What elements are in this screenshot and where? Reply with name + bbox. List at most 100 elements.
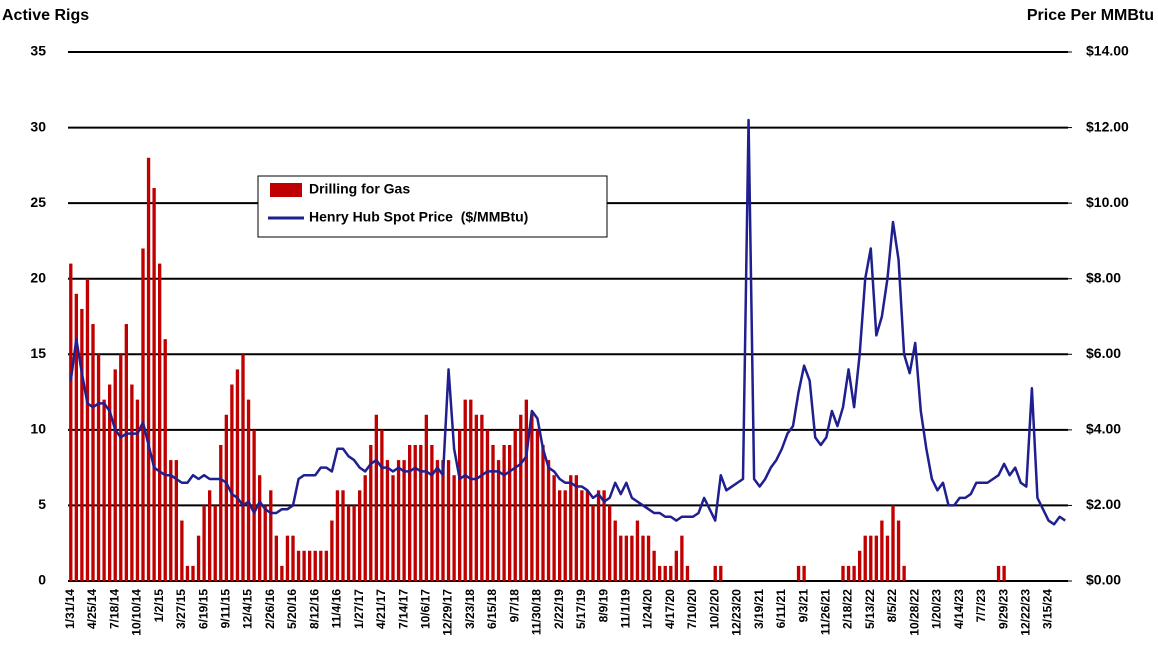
x-tick-label: 9/11/15 bbox=[219, 589, 233, 629]
bar bbox=[219, 444, 223, 581]
bar bbox=[513, 429, 517, 581]
y2-axis-title: Price Per MMBtu bbox=[1027, 7, 1154, 24]
bar bbox=[608, 505, 612, 581]
x-tick-label: 5/17/19 bbox=[574, 589, 588, 629]
x-tick-label: 7/14/17 bbox=[396, 589, 410, 629]
bar bbox=[208, 490, 212, 581]
bar bbox=[408, 444, 412, 581]
bar bbox=[235, 369, 240, 581]
bar bbox=[224, 414, 228, 581]
bar bbox=[669, 565, 673, 581]
bar bbox=[124, 324, 128, 581]
bar bbox=[802, 565, 806, 581]
bar bbox=[430, 444, 434, 581]
bar bbox=[469, 399, 473, 581]
lines bbox=[69, 118, 1066, 526]
x-tick-label: 1/31/14 bbox=[63, 589, 77, 629]
x-tick-label: 4/25/14 bbox=[85, 589, 99, 629]
bar bbox=[996, 565, 1001, 581]
bar bbox=[585, 490, 590, 581]
bar bbox=[346, 505, 351, 581]
y2-tick-label: $2.00 bbox=[1086, 496, 1121, 512]
bar bbox=[291, 535, 295, 581]
bar bbox=[380, 429, 384, 581]
bar bbox=[485, 429, 490, 581]
bar bbox=[241, 354, 245, 581]
bar bbox=[580, 490, 584, 581]
bars bbox=[69, 157, 1006, 582]
bar bbox=[308, 550, 312, 581]
bar bbox=[130, 384, 134, 581]
bar bbox=[80, 308, 84, 581]
bar bbox=[613, 520, 617, 581]
legend-label: Drilling for Gas bbox=[309, 181, 410, 197]
bar bbox=[524, 399, 528, 581]
bar bbox=[441, 460, 445, 581]
bar bbox=[296, 550, 301, 581]
bar bbox=[530, 414, 534, 581]
bar bbox=[491, 444, 495, 581]
x-tick-label: 9/3/21 bbox=[796, 589, 810, 623]
bar bbox=[680, 535, 684, 581]
bar bbox=[85, 278, 90, 581]
bar bbox=[202, 505, 206, 581]
bar bbox=[169, 460, 173, 581]
bar bbox=[474, 414, 478, 581]
bar bbox=[552, 475, 556, 581]
labels: 0 5 10 15 20 25 30 35 $0.00 $2.00 $4.00 $6.00 $8.00 $… bbox=[30, 43, 1129, 636]
bar bbox=[163, 339, 167, 581]
bar bbox=[413, 444, 417, 581]
x-tick-label: 6/15/18 bbox=[485, 589, 499, 629]
bar bbox=[902, 565, 906, 581]
bar bbox=[452, 475, 456, 581]
bar bbox=[435, 460, 440, 581]
x-tick-label: 9/29/23 bbox=[996, 589, 1010, 629]
x-tick-label: 2/18/22 bbox=[841, 589, 855, 629]
bar bbox=[424, 414, 428, 581]
bar bbox=[846, 565, 851, 581]
bar bbox=[635, 520, 640, 581]
bar bbox=[891, 505, 895, 581]
y-tick-label: 35 bbox=[30, 43, 46, 59]
bar bbox=[596, 490, 601, 581]
bar bbox=[113, 369, 117, 581]
bar bbox=[619, 535, 623, 581]
bar bbox=[558, 490, 562, 581]
legend-swatch bbox=[270, 183, 302, 197]
bar bbox=[363, 475, 367, 581]
x-tick-label: 11/4/16 bbox=[330, 589, 344, 629]
bar bbox=[641, 535, 645, 581]
x-tick-label: 7/18/14 bbox=[107, 589, 121, 629]
bar bbox=[280, 565, 284, 581]
bar bbox=[869, 535, 873, 581]
x-tick-label: 8/12/16 bbox=[307, 589, 321, 629]
x-tick-label: 5/13/22 bbox=[863, 589, 877, 629]
bar bbox=[174, 460, 178, 581]
bar bbox=[535, 429, 540, 581]
x-tick-label: 10/2/20 bbox=[707, 589, 721, 629]
bar bbox=[180, 520, 184, 581]
bar bbox=[252, 429, 256, 581]
bar bbox=[285, 535, 290, 581]
bar bbox=[624, 535, 628, 581]
x-tick-label: 2/22/19 bbox=[552, 589, 566, 629]
bar bbox=[713, 565, 717, 581]
bar bbox=[574, 475, 578, 581]
x-tick-label: 10/6/17 bbox=[419, 589, 433, 629]
bar bbox=[880, 520, 884, 581]
bar bbox=[369, 444, 373, 581]
bar bbox=[796, 565, 801, 581]
bar bbox=[69, 263, 73, 581]
x-tick-label: 11/26/21 bbox=[819, 589, 833, 635]
bar bbox=[502, 444, 506, 581]
bar bbox=[302, 550, 306, 581]
x-tick-label: 10/10/14 bbox=[130, 589, 144, 636]
y-tick-label: 30 bbox=[30, 118, 46, 134]
x-tick-label: 9/7/18 bbox=[507, 589, 521, 623]
bar bbox=[335, 490, 340, 581]
legend-label: Henry Hub Spot Price ($/MMBtu) bbox=[309, 209, 528, 225]
bar bbox=[858, 550, 862, 581]
bar bbox=[246, 399, 251, 581]
